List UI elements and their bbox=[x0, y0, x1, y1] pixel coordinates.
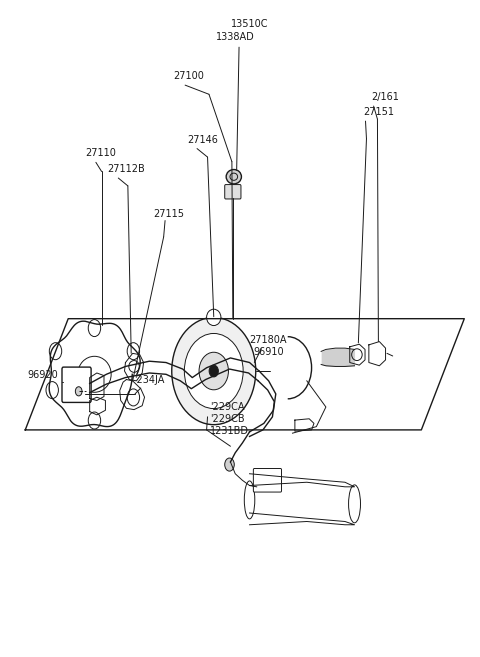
Text: 1338AD: 1338AD bbox=[216, 32, 254, 42]
FancyBboxPatch shape bbox=[225, 185, 241, 199]
Text: 27100: 27100 bbox=[173, 71, 204, 81]
Ellipse shape bbox=[206, 309, 221, 326]
Text: 96910: 96910 bbox=[253, 348, 284, 357]
Text: 96920: 96920 bbox=[28, 370, 59, 380]
Ellipse shape bbox=[209, 365, 218, 377]
Ellipse shape bbox=[244, 481, 255, 519]
Text: 13510C: 13510C bbox=[231, 19, 268, 29]
Circle shape bbox=[88, 319, 101, 336]
Text: '229CA: '229CA bbox=[210, 402, 244, 412]
Text: 1231BD: 1231BD bbox=[210, 426, 249, 436]
Text: 27151: 27151 bbox=[363, 107, 394, 117]
Ellipse shape bbox=[348, 485, 360, 523]
Text: 2/161: 2/161 bbox=[371, 92, 399, 102]
Circle shape bbox=[88, 412, 101, 429]
Text: '234JA: '234JA bbox=[134, 374, 165, 385]
Text: 27146: 27146 bbox=[188, 135, 218, 145]
Ellipse shape bbox=[199, 352, 228, 390]
Ellipse shape bbox=[226, 170, 241, 184]
Text: 27110: 27110 bbox=[85, 148, 116, 158]
Text: 27112B: 27112B bbox=[108, 164, 145, 174]
Ellipse shape bbox=[184, 334, 243, 409]
Circle shape bbox=[46, 382, 59, 399]
Text: 27115: 27115 bbox=[153, 208, 184, 219]
Ellipse shape bbox=[172, 317, 256, 424]
FancyBboxPatch shape bbox=[253, 468, 281, 492]
Circle shape bbox=[75, 387, 82, 396]
Circle shape bbox=[127, 389, 140, 406]
Text: '229CB: '229CB bbox=[210, 414, 244, 424]
Text: 27180A: 27180A bbox=[250, 335, 287, 345]
Circle shape bbox=[127, 343, 140, 359]
Circle shape bbox=[49, 343, 62, 359]
FancyBboxPatch shape bbox=[62, 367, 91, 403]
Ellipse shape bbox=[78, 356, 111, 392]
Circle shape bbox=[225, 458, 234, 471]
